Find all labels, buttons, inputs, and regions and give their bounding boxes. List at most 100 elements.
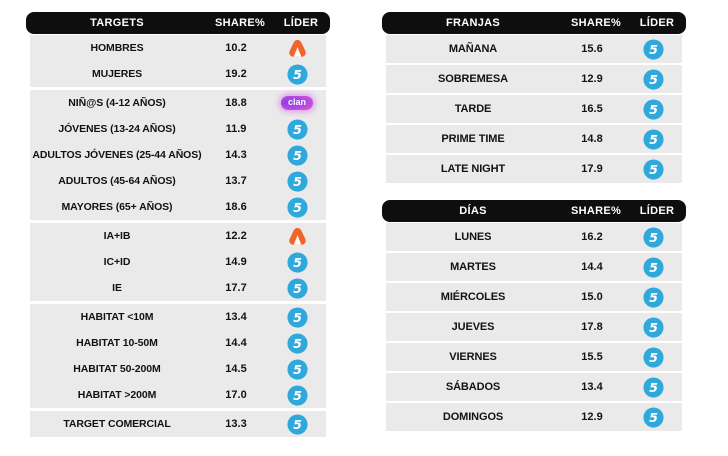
row-label: HABITAT >200M xyxy=(77,389,157,401)
share-value: 19.2 xyxy=(225,68,247,80)
share-value: 13.4 xyxy=(581,381,603,393)
row-label: VIERNES xyxy=(449,351,497,363)
leader-cell: 5 xyxy=(624,376,682,398)
franjas-table: FRANJAS SHARE% LÍDER MAÑANA 15.6 5 SOBREMES… xyxy=(382,12,686,183)
share-value: 14.9 xyxy=(225,256,247,268)
share-value: 18.8 xyxy=(225,97,247,109)
svg-text:5: 5 xyxy=(649,319,658,334)
row-label: MUJERES xyxy=(91,68,143,80)
telecinco-logo-icon: 5 xyxy=(642,256,664,278)
row-label: MAÑANA xyxy=(448,43,498,55)
row-group: DOMINGOS 12.9 5 xyxy=(386,403,682,431)
share-value: 15.5 xyxy=(581,351,603,363)
share-value: 10.2 xyxy=(225,42,247,54)
dias-table-header: DÍAS SHARE% LÍDER xyxy=(382,200,686,222)
table-row: MAÑANA 15.6 5 xyxy=(386,35,682,63)
table-row: IC+ID 14.9 5 xyxy=(30,249,326,275)
share-value: 17.0 xyxy=(225,389,247,401)
telecinco-logo-icon: 5 xyxy=(642,316,664,338)
table-row: MAYORES (65+ AÑOS) 18.6 5 xyxy=(30,194,326,220)
share-value: 16.5 xyxy=(581,103,603,115)
leader-cell: clan xyxy=(268,96,326,110)
row-label: JUEVES xyxy=(451,321,495,333)
leader-cell: 5 xyxy=(268,118,326,140)
row-label: MIÉRCOLES xyxy=(440,291,506,303)
leader-cell: 5 xyxy=(624,98,682,120)
share-value: 14.4 xyxy=(225,337,247,349)
svg-text:5: 5 xyxy=(649,71,658,86)
table-row: HABITAT 50-200M 14.5 5 xyxy=(30,356,326,382)
targets-table-header: TARGETS SHARE% LÍDER xyxy=(26,12,330,34)
row-label: SÁBADOS xyxy=(445,381,501,393)
leader-cell: 5 xyxy=(624,158,682,180)
leader-cell: 5 xyxy=(624,286,682,308)
svg-text:5: 5 xyxy=(649,349,658,364)
svg-text:5: 5 xyxy=(293,199,302,214)
table-row: JÓVENES (13-24 AÑOS) 11.9 5 xyxy=(30,116,326,142)
telecinco-logo-icon: 5 xyxy=(286,277,308,299)
leader-cell: 5 xyxy=(268,196,326,218)
row-label: LUNES xyxy=(454,231,492,243)
column-header-dias: DÍAS xyxy=(459,205,487,217)
row-label: IE xyxy=(112,282,122,294)
leader-cell: 5 xyxy=(268,413,326,435)
row-label: HABITAT <10M xyxy=(80,311,154,323)
table-row: DOMINGOS 12.9 5 xyxy=(386,403,682,431)
table-row: HABITAT <10M 13.4 5 xyxy=(30,304,326,330)
table-row: VIERNES 15.5 5 xyxy=(386,343,682,371)
telecinco-logo-icon: 5 xyxy=(642,158,664,180)
antena3-logo-icon xyxy=(288,227,306,245)
table-row: SOBREMESA 12.9 5 xyxy=(386,65,682,93)
telecinco-logo-icon: 5 xyxy=(286,118,308,140)
share-value: 11.9 xyxy=(225,123,247,135)
leader-cell: 5 xyxy=(624,38,682,60)
leader-cell: 5 xyxy=(268,384,326,406)
column-header-franjas: FRANJAS xyxy=(445,17,501,29)
share-value: 17.8 xyxy=(581,321,603,333)
telecinco-logo-icon: 5 xyxy=(286,63,308,85)
share-value: 14.4 xyxy=(581,261,603,273)
row-group: LATE NIGHT 17.9 5 xyxy=(386,155,682,183)
dias-table-body: LUNES 16.2 5 MARTES 14.4 5 MIÉRCOLES 15.0 5 JUEVE… xyxy=(386,223,682,431)
row-label: IC+ID xyxy=(103,256,131,268)
table-row: IA+IB 12.2 xyxy=(30,223,326,249)
table-row: LATE NIGHT 17.9 5 xyxy=(386,155,682,183)
share-value: 13.7 xyxy=(225,175,247,187)
antena3-logo-icon xyxy=(288,39,306,57)
telecinco-logo-icon: 5 xyxy=(286,144,308,166)
telecinco-logo-icon: 5 xyxy=(286,306,308,328)
telecinco-logo-icon: 5 xyxy=(286,170,308,192)
table-row: JUEVES 17.8 5 xyxy=(386,313,682,341)
leader-cell: 5 xyxy=(268,251,326,273)
telecinco-logo-icon: 5 xyxy=(642,98,664,120)
row-group: IA+IB 12.2 IC+ID 14.9 5 IE 17.7 5 xyxy=(30,223,326,301)
svg-text:5: 5 xyxy=(649,131,658,146)
share-value: 14.3 xyxy=(225,149,247,161)
dias-table: DÍAS SHARE% LÍDER LUNES 16.2 5 MARTES 14.4 5 M… xyxy=(382,200,686,431)
leader-cell: 5 xyxy=(624,406,682,428)
leader-cell: 5 xyxy=(268,63,326,85)
row-label: JÓVENES (13-24 AÑOS) xyxy=(58,123,176,135)
row-label: IA+IB xyxy=(103,230,131,242)
leader-cell xyxy=(268,226,326,247)
telecinco-logo-icon: 5 xyxy=(286,413,308,435)
share-value: 14.5 xyxy=(225,363,247,375)
column-header-share: SHARE% xyxy=(570,17,622,29)
table-row: ADULTOS JÓVENES (25-44 AÑOS) 14.3 5 xyxy=(30,142,326,168)
leader-cell: 5 xyxy=(268,332,326,354)
leader-cell: 5 xyxy=(624,346,682,368)
table-row: LUNES 16.2 5 xyxy=(386,223,682,251)
telecinco-logo-icon: 5 xyxy=(286,196,308,218)
row-group: VIERNES 15.5 5 xyxy=(386,343,682,371)
leader-cell xyxy=(268,38,326,59)
table-row: MARTES 14.4 5 xyxy=(386,253,682,281)
svg-text:5: 5 xyxy=(293,66,302,81)
row-group: SÁBADOS 13.4 5 xyxy=(386,373,682,401)
telecinco-logo-icon: 5 xyxy=(642,376,664,398)
leader-cell: 5 xyxy=(268,277,326,299)
telecinco-logo-icon: 5 xyxy=(286,384,308,406)
table-row: MUJERES 19.2 5 xyxy=(30,61,326,87)
targets-table-body: HOMBRES 10.2 MUJERES 19.2 5 NIÑ@S (4-12 AÑOS)… xyxy=(30,35,326,437)
row-label: ADULTOS JÓVENES (25-44 AÑOS) xyxy=(32,149,202,161)
svg-text:5: 5 xyxy=(293,254,302,269)
